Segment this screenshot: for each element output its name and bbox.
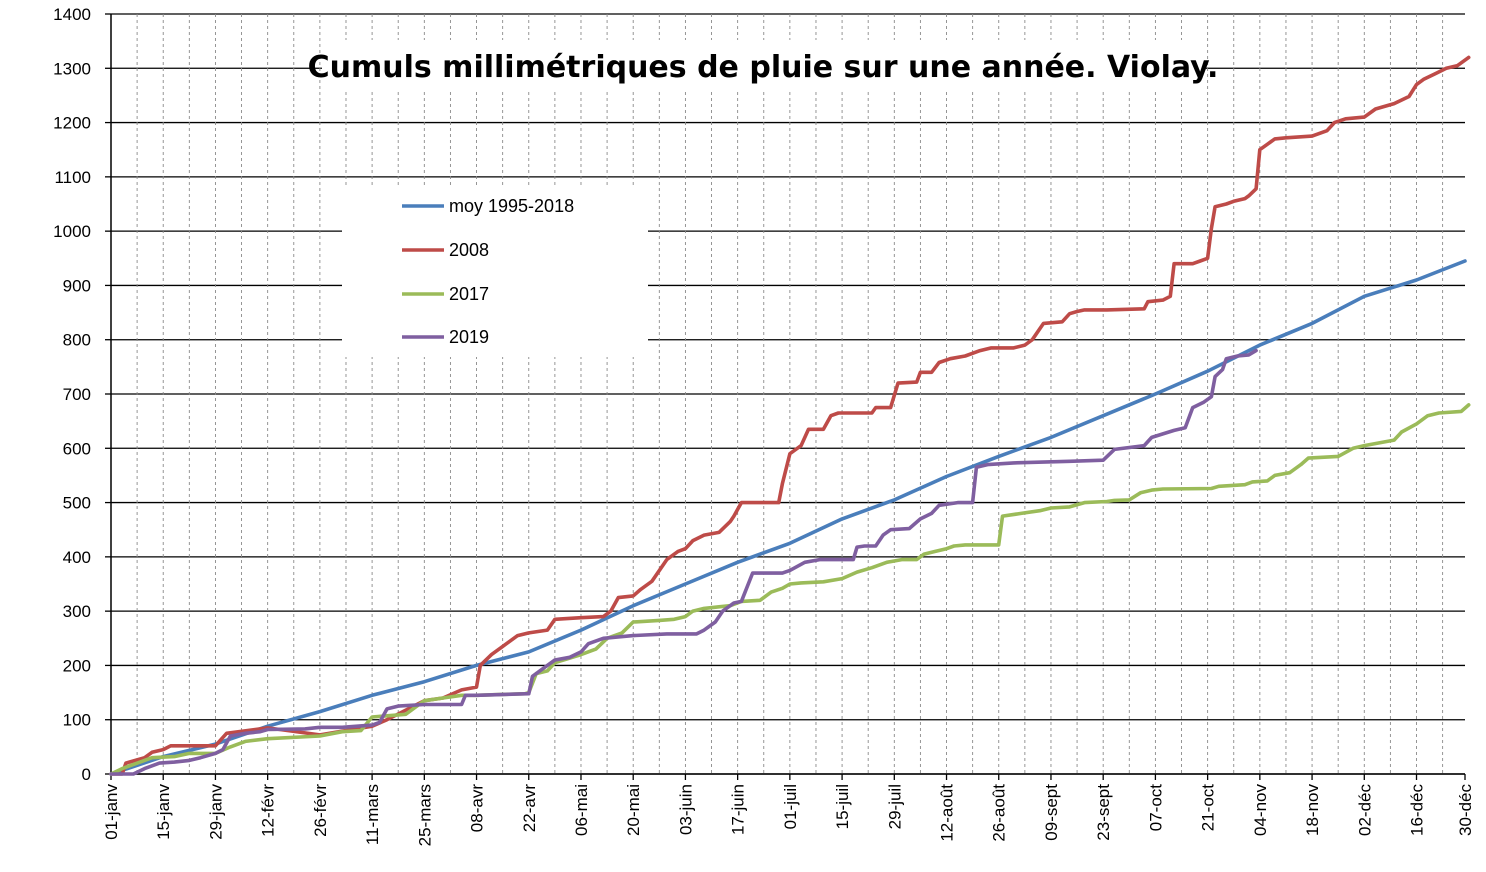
x-tick-label: 01-juil xyxy=(781,784,800,829)
x-tick-label: 15-janv xyxy=(154,784,173,840)
x-tick-label: 06-mai xyxy=(572,784,591,836)
x-tick-label: 01-janv xyxy=(102,784,121,840)
x-tick-label: 29-juil xyxy=(885,784,904,829)
vertical-gridlines xyxy=(110,14,1444,774)
y-tick-label: 0 xyxy=(82,765,91,784)
series-line-3 xyxy=(109,348,1258,776)
y-tick-label: 700 xyxy=(63,385,91,404)
y-tick-label: 1000 xyxy=(53,222,91,241)
series-line-1 xyxy=(109,55,1471,776)
legend-label: moy 1995-2018 xyxy=(449,196,574,216)
x-tick-label: 17-juin xyxy=(729,784,748,835)
legend-background xyxy=(342,185,648,357)
y-tick-label: 1400 xyxy=(53,5,91,24)
x-tick-label: 02-déc xyxy=(1355,784,1374,836)
x-tick-label: 11-mars xyxy=(363,784,382,845)
x-tick-label: 15-juil xyxy=(833,784,852,829)
x-tick-label: 08-avr xyxy=(468,784,487,833)
x-tick-label: 21-oct xyxy=(1199,784,1218,832)
y-tick-label: 900 xyxy=(63,276,91,295)
x-tick-label: 30-déc xyxy=(1456,784,1475,836)
x-tick-label: 18-nov xyxy=(1303,784,1322,836)
y-tick-labels: 0 100 200 300 400 500 600 700 800 900 1000 1100 1200… xyxy=(53,5,91,784)
x-tick-label: 03-juin xyxy=(676,784,695,835)
x-tick-label: 12-févr xyxy=(259,784,278,837)
x-tick-label: 16-déc xyxy=(1408,784,1427,836)
y-tick-label: 100 xyxy=(63,711,91,730)
x-tick-label: 26-févr xyxy=(311,784,330,837)
x-tick-label: 09-sept xyxy=(1042,784,1061,841)
x-tick-label: 04-nov xyxy=(1251,784,1270,836)
y-tick-label: 1300 xyxy=(53,59,91,78)
y-tick-label: 800 xyxy=(63,331,91,350)
x-tick-label: 23-sept xyxy=(1094,784,1113,841)
legend-label: 2008 xyxy=(449,240,489,260)
x-tick-labels: 01-janv 15-janv 29-janv 12-févr 26-févr 11-ma… xyxy=(102,784,1475,847)
x-tick-label: 12-août xyxy=(938,784,957,842)
chart-title: Cumuls millimétriques de pluie sur une a… xyxy=(308,50,1219,85)
y-tick-label: 1200 xyxy=(53,114,91,133)
y-tick-label: 1100 xyxy=(54,168,91,187)
x-tick-label: 20-mai xyxy=(624,784,643,836)
series-line-2 xyxy=(109,403,1471,776)
x-tick-label: 07-oct xyxy=(1146,784,1165,832)
x-tick-label: 29-janv xyxy=(206,784,225,840)
axes xyxy=(105,13,1466,780)
chart-title-background xyxy=(322,40,1206,90)
y-tick-label: 600 xyxy=(63,439,91,458)
y-tick-label: 500 xyxy=(63,494,91,513)
y-tick-label: 200 xyxy=(63,656,91,675)
y-tick-label: 400 xyxy=(63,548,91,567)
x-tick-label: 22-avr xyxy=(520,784,539,833)
x-tick-label: 26-août xyxy=(990,784,1009,842)
legend: moy 1995-2018 2008 2017 2019 xyxy=(402,196,574,347)
x-tick-label: 25-mars xyxy=(415,784,434,846)
legend-label: 2019 xyxy=(449,327,489,347)
series-lines xyxy=(109,55,1471,776)
y-tick-label: 300 xyxy=(63,602,91,621)
legend-label: 2017 xyxy=(449,284,489,304)
